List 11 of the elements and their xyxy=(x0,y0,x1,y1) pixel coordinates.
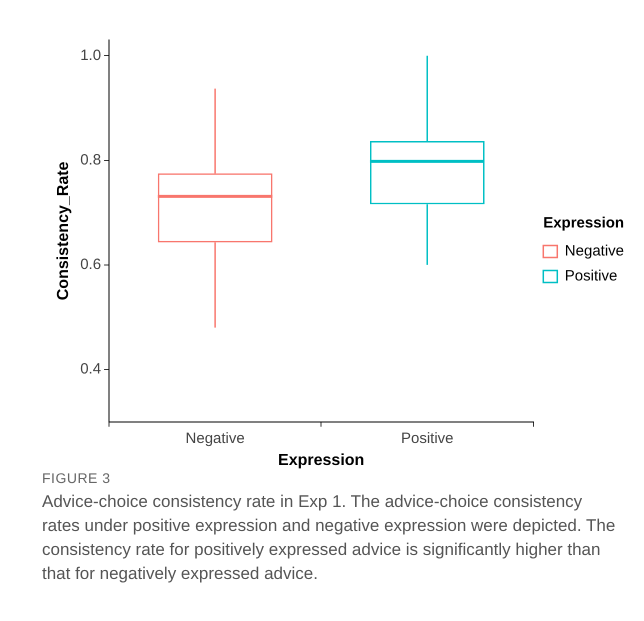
y-axis-title: Consistency_Rate xyxy=(55,161,72,300)
legend-title: Expression xyxy=(543,214,624,232)
legend-label: Negative xyxy=(564,242,624,260)
y-tick-label: 0.6 xyxy=(80,256,102,274)
y-tick-label: 1.0 xyxy=(80,46,102,64)
y-tick-label: 0.4 xyxy=(80,360,102,378)
caption: FIGURE 3 xyxy=(42,470,112,486)
y-tick-label: 0.8 xyxy=(80,151,102,168)
text: Advice-choice consistency rate in Exp 1. The advice-choice consistency rates under positive expression and negative expression were depicted. The consistency rate for positively expressed advice is significantly higher than that for negatively expressed advice. xyxy=(42,491,616,585)
x-axis-title: Expression xyxy=(278,452,364,469)
legend-label: Positive xyxy=(564,268,618,285)
